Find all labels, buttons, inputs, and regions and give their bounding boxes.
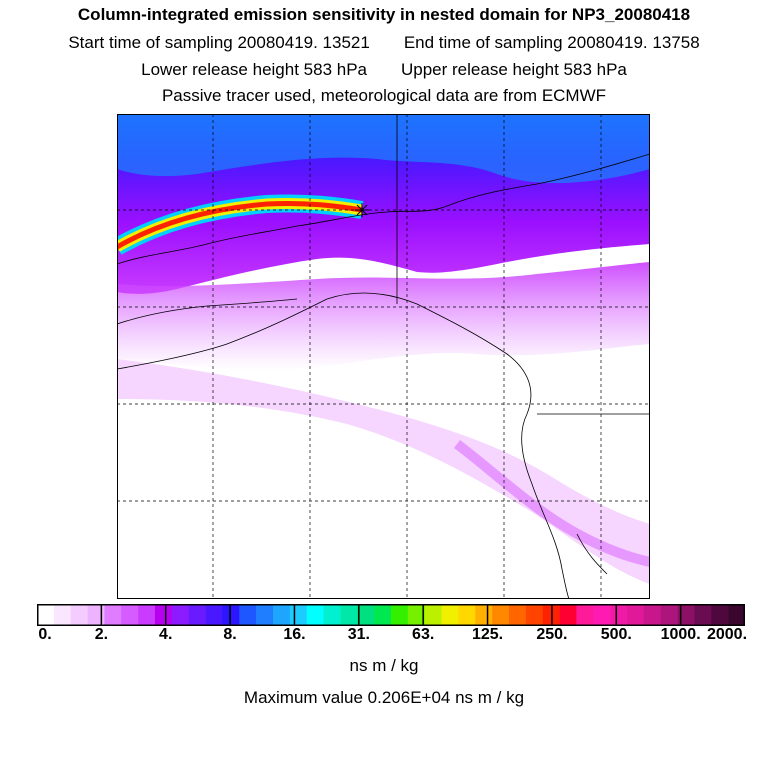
colorbar-tick-label: 63. (412, 626, 435, 643)
sensitivity-region-mid (117, 262, 650, 371)
colorbar-cell (441, 604, 459, 626)
colorbar-tick-label: 8. (223, 626, 237, 643)
colorbar-cell (374, 604, 392, 626)
colorbar-cell (627, 604, 645, 626)
colorbar-cell (340, 604, 358, 626)
colorbar-cell (728, 604, 745, 626)
colorbar-cell (357, 604, 375, 626)
colorbar-tick-label: 1000. (660, 626, 701, 643)
colorbar-cell (155, 604, 173, 626)
colorbar-cell (53, 604, 72, 626)
colorbar-tick-label: 0. (38, 626, 52, 643)
colorbar-cell (306, 604, 324, 626)
colorbar-cell (121, 604, 139, 626)
colorbar-tick-label: 500. (600, 626, 632, 643)
colorbar-cell (458, 604, 476, 626)
colorbar-cell (171, 604, 190, 626)
colorbar-tick-label: 16. (283, 626, 306, 643)
colorbar-cell (188, 604, 206, 626)
colorbar-cell (407, 604, 426, 626)
colorbar-cell (222, 604, 240, 626)
colorbar-cell (509, 604, 527, 626)
sensitivity-region-blue (117, 114, 650, 184)
colorbar-cell (87, 604, 105, 626)
colorbar-tick-label: 4. (159, 626, 173, 643)
colorbar-cell (273, 604, 291, 626)
colorbar-cell (239, 604, 257, 626)
map-frame (117, 114, 650, 599)
coastlines (117, 114, 650, 599)
plot-title: Column-integrated emission sensitivity i… (77, 5, 691, 24)
colorbar-cell (205, 604, 223, 626)
release-height-line: Lower release height 583 hPa Upper releas… (0, 60, 768, 80)
colorbar-tick-label: 2. (94, 626, 109, 643)
sensitivity-arc-south (453, 440, 650, 567)
start-time: Start time of sampling 20080419. 13521 (68, 33, 370, 52)
colorbar-cell (610, 604, 628, 626)
sampling-time-line: Start time of sampling 20080419. 13521 En… (0, 33, 768, 53)
colorbar-cell (559, 604, 577, 626)
colorbar-cell (391, 604, 409, 626)
colorbar-frame (37, 604, 745, 626)
colorbar-cell (593, 604, 611, 626)
colorbar-cell (677, 604, 695, 626)
colorbar-cell (660, 604, 678, 626)
colorbar-cell (323, 604, 341, 626)
sensitivity-region-south (117, 359, 650, 584)
colorbar-cell (289, 604, 308, 626)
colorbar-cell (104, 604, 122, 626)
sensitivity-map (117, 114, 650, 599)
colorbar-tick-label: 250. (536, 626, 568, 643)
colorbar (37, 604, 745, 626)
colorbar-cell (424, 604, 442, 626)
colorbar-units: ns m / kg (349, 656, 419, 675)
colorbar-cell (492, 604, 510, 626)
colorbar-cell (711, 604, 729, 626)
colorbar-cell (70, 604, 88, 626)
colorbar-cell (576, 604, 594, 626)
colorbar-cell (138, 604, 156, 626)
colorbar-cell (525, 604, 544, 626)
end-time: End time of sampling 20080419. 13758 (403, 33, 700, 52)
colorbar-cell (256, 604, 274, 626)
upper-release-height: Upper release height 583 hPa (401, 60, 627, 79)
colorbar-cell (475, 604, 493, 626)
colorbar-tick-label: 2000. (706, 626, 748, 643)
lower-release-height: Lower release height 583 hPa (141, 60, 367, 79)
colorbar-cell (643, 604, 662, 626)
colorbar-cell (694, 604, 712, 626)
tracer-note: Passive tracer used, meteorological data… (161, 86, 607, 105)
colorbar-tick-label: 31. (347, 626, 370, 643)
colorbar-cell (37, 604, 55, 626)
maximum-value: Maximum value 0.206E+04 ns m / kg (243, 688, 525, 707)
colorbar-tick-label: 125. (471, 626, 504, 643)
graticule (117, 114, 650, 599)
plume-streak-center (117, 200, 363, 250)
